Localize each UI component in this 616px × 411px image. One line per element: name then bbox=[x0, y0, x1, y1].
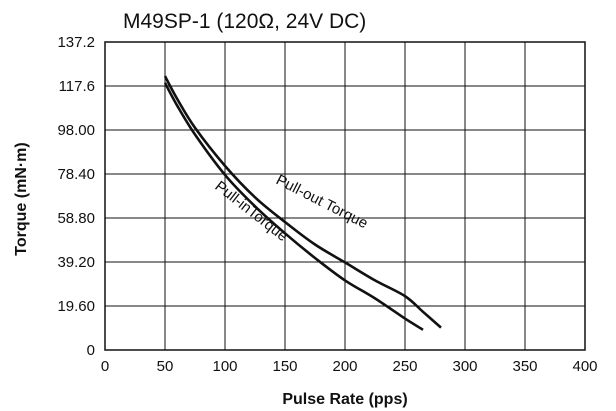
x-tick-label: 350 bbox=[512, 358, 537, 375]
series-lines bbox=[163, 75, 442, 331]
pull-out-torque-line bbox=[163, 75, 442, 329]
x-tick-label: 250 bbox=[392, 358, 417, 375]
y-tick-label: 98.00 bbox=[57, 122, 95, 139]
y-tick-label: 78.40 bbox=[57, 166, 95, 183]
y-tick-label: 58.80 bbox=[57, 210, 95, 227]
y-tick-label: 19.60 bbox=[57, 298, 95, 315]
x-tick-label: 0 bbox=[101, 358, 109, 375]
x-axis-label: Pulse Rate (pps) bbox=[282, 391, 407, 408]
x-tick-label: 50 bbox=[157, 358, 174, 375]
x-tick-label: 300 bbox=[452, 358, 477, 375]
y-axis-label: Torque (mN·m) bbox=[13, 142, 30, 255]
grid-lines bbox=[105, 42, 585, 350]
plot-frame bbox=[104, 41, 586, 351]
chart-title: M49SP-1 (120Ω, 24V DC) bbox=[123, 10, 366, 33]
y-tick-labels: 0 19.60 39.20 58.80 78.40 98.00 117.6 137.2 bbox=[57, 34, 95, 359]
y-tick-label: 39.20 bbox=[57, 254, 95, 271]
y-tick-label: 137.2 bbox=[57, 34, 95, 51]
x-tick-labels: 0 50 100 150 200 250 300 350 400 bbox=[101, 358, 598, 375]
y-tick-label: 0 bbox=[87, 342, 95, 359]
x-tick-label: 150 bbox=[272, 358, 297, 375]
y-tick-label: 117.6 bbox=[59, 78, 95, 95]
pull-in-torque-line bbox=[163, 82, 424, 331]
x-tick-label: 400 bbox=[572, 358, 597, 375]
x-tick-label: 100 bbox=[212, 358, 237, 375]
x-tick-label: 200 bbox=[332, 358, 357, 375]
